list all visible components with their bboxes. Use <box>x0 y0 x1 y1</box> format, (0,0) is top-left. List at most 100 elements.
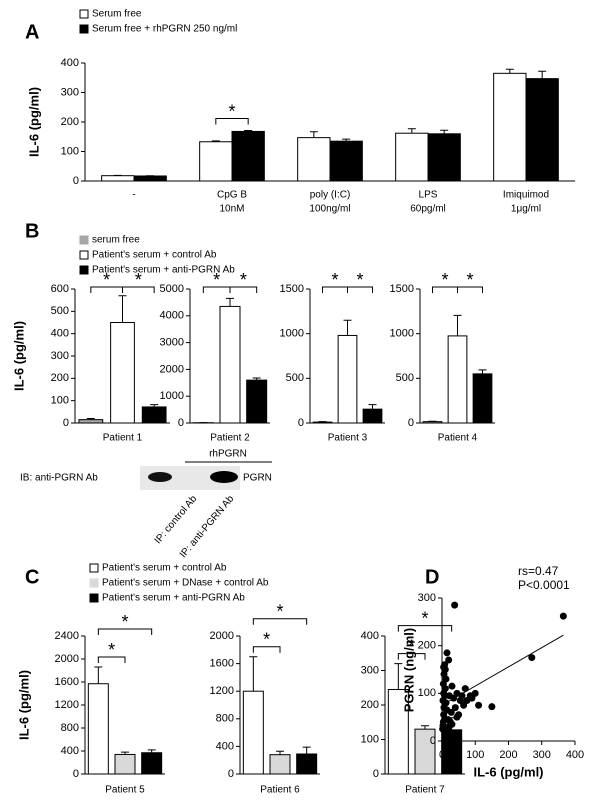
y-tick-label: 0 <box>298 417 304 429</box>
bar <box>247 380 267 423</box>
x-tick-label: 100ng/ml <box>309 204 350 215</box>
x-tick-label: Patient 3 <box>328 433 368 444</box>
y-tick-label: 2000 <box>55 653 79 665</box>
y-tick-label: 5000 <box>160 283 184 295</box>
y-tick-label: 2400 <box>55 630 79 642</box>
error-bar <box>310 132 318 138</box>
y-tick-label: 0 <box>63 417 69 429</box>
legend-label: Patient's serum + anti-PGRN Ab <box>102 593 245 604</box>
sig-annotation: * <box>240 270 247 290</box>
legend-swatch <box>80 25 88 33</box>
point <box>462 685 469 692</box>
x-tick-label: Patient 5 <box>105 785 145 796</box>
y-tick-label: 100 <box>51 395 69 407</box>
point <box>441 716 448 723</box>
bar <box>102 176 134 181</box>
panel-letter: A <box>25 21 39 43</box>
blot-treatment: rhPGRN <box>209 449 247 460</box>
bar <box>494 73 526 181</box>
y-tick-label: 0 <box>228 768 234 780</box>
y-tick-label: 300 <box>361 664 379 676</box>
error-bar <box>303 747 311 754</box>
fit-line <box>442 635 563 705</box>
error-bar <box>408 129 416 133</box>
point <box>472 690 479 697</box>
error-bar <box>506 69 514 73</box>
y-axis-label: IL-6 (pg/ml) <box>11 321 26 391</box>
point <box>475 702 482 709</box>
x-tick-label: 200 <box>499 749 517 761</box>
y-tick-label: 500 <box>396 372 414 384</box>
y-tick-label: 200 <box>418 640 436 652</box>
error-bar <box>119 296 127 323</box>
point <box>452 704 459 711</box>
y-axis-label: IL-6 (pg/ml) <box>16 670 31 740</box>
sig-annotation: * <box>108 640 115 660</box>
y-tick-label: 0 <box>408 417 414 429</box>
point <box>448 683 455 690</box>
y-tick-label: 600 <box>51 283 69 295</box>
legend-label: Serum free <box>92 9 142 20</box>
x-tick-label: 60pg/ml <box>410 204 446 215</box>
legend-label: Patient's serum + control Ab <box>92 250 217 261</box>
y-tick-label: 500 <box>51 305 69 317</box>
sig-annotation: * <box>356 270 363 290</box>
blot-band <box>210 471 238 483</box>
point <box>560 613 567 620</box>
legend-label: serum free <box>92 235 140 246</box>
y-tick-label: 2000 <box>210 630 234 642</box>
sig-annotation: * <box>441 270 448 290</box>
bar <box>396 133 428 181</box>
bar <box>111 323 135 424</box>
bar <box>142 407 166 423</box>
legend-swatch <box>80 236 88 244</box>
y-tick-label: 400 <box>361 630 379 642</box>
y-tick-label: 200 <box>361 699 379 711</box>
x-tick-label: 1μg/ml <box>511 204 541 215</box>
sig-annotation: * <box>331 270 338 290</box>
y-tick-label: 1000 <box>390 328 414 340</box>
x-tick-label: 0 <box>439 749 445 761</box>
legend-label: Patient's serum + DNase + control Ab <box>102 578 269 589</box>
x-tick-label: poly (I:C) <box>310 190 351 201</box>
y-tick-label: 400 <box>216 740 234 752</box>
western-blot: rhPGRN IB: anti-PGRN Ab PGRN IP: control… <box>20 449 272 561</box>
sig-annotation: * <box>213 270 220 290</box>
x-tick-label: Patient 7 <box>405 785 445 796</box>
bar <box>428 134 460 181</box>
bar <box>526 79 558 181</box>
point <box>448 721 455 728</box>
y-tick-label: 1500 <box>280 283 304 295</box>
x-tick-label: 300 <box>533 749 551 761</box>
point <box>453 714 460 721</box>
legend-swatch <box>90 564 98 572</box>
bar <box>142 753 162 774</box>
error-bar <box>454 315 462 336</box>
error-bar <box>538 71 546 78</box>
x-tick-label: 400 <box>566 749 584 761</box>
y-tick-label: 800 <box>216 713 234 725</box>
point <box>488 703 495 710</box>
bar <box>448 336 467 423</box>
bar <box>270 755 290 774</box>
y-tick-label: 1500 <box>390 283 414 295</box>
y-tick-label: 200 <box>51 372 69 384</box>
legend-swatch <box>80 251 88 259</box>
sig-annotation: * <box>135 270 142 290</box>
bar <box>232 131 264 181</box>
y-tick-label: 0 <box>73 768 79 780</box>
y-axis-label: PGRN (ng/ml) <box>401 628 416 713</box>
stat-annotation: P<0.0001 <box>518 578 570 592</box>
y-tick-label: 0 <box>430 735 436 747</box>
x-tick-label: Patient 6 <box>260 785 300 796</box>
bar <box>88 684 108 774</box>
legend-swatch <box>90 579 98 587</box>
y-tick-label: 300 <box>418 592 436 604</box>
y-tick-label: 3000 <box>160 337 184 349</box>
y-tick-label: 1000 <box>160 390 184 402</box>
legend-swatch <box>80 266 88 274</box>
bar <box>473 374 492 423</box>
y-axis-label: IL-6 (pg/ml) <box>26 87 41 157</box>
error-bar <box>369 405 377 409</box>
bar <box>243 691 263 774</box>
